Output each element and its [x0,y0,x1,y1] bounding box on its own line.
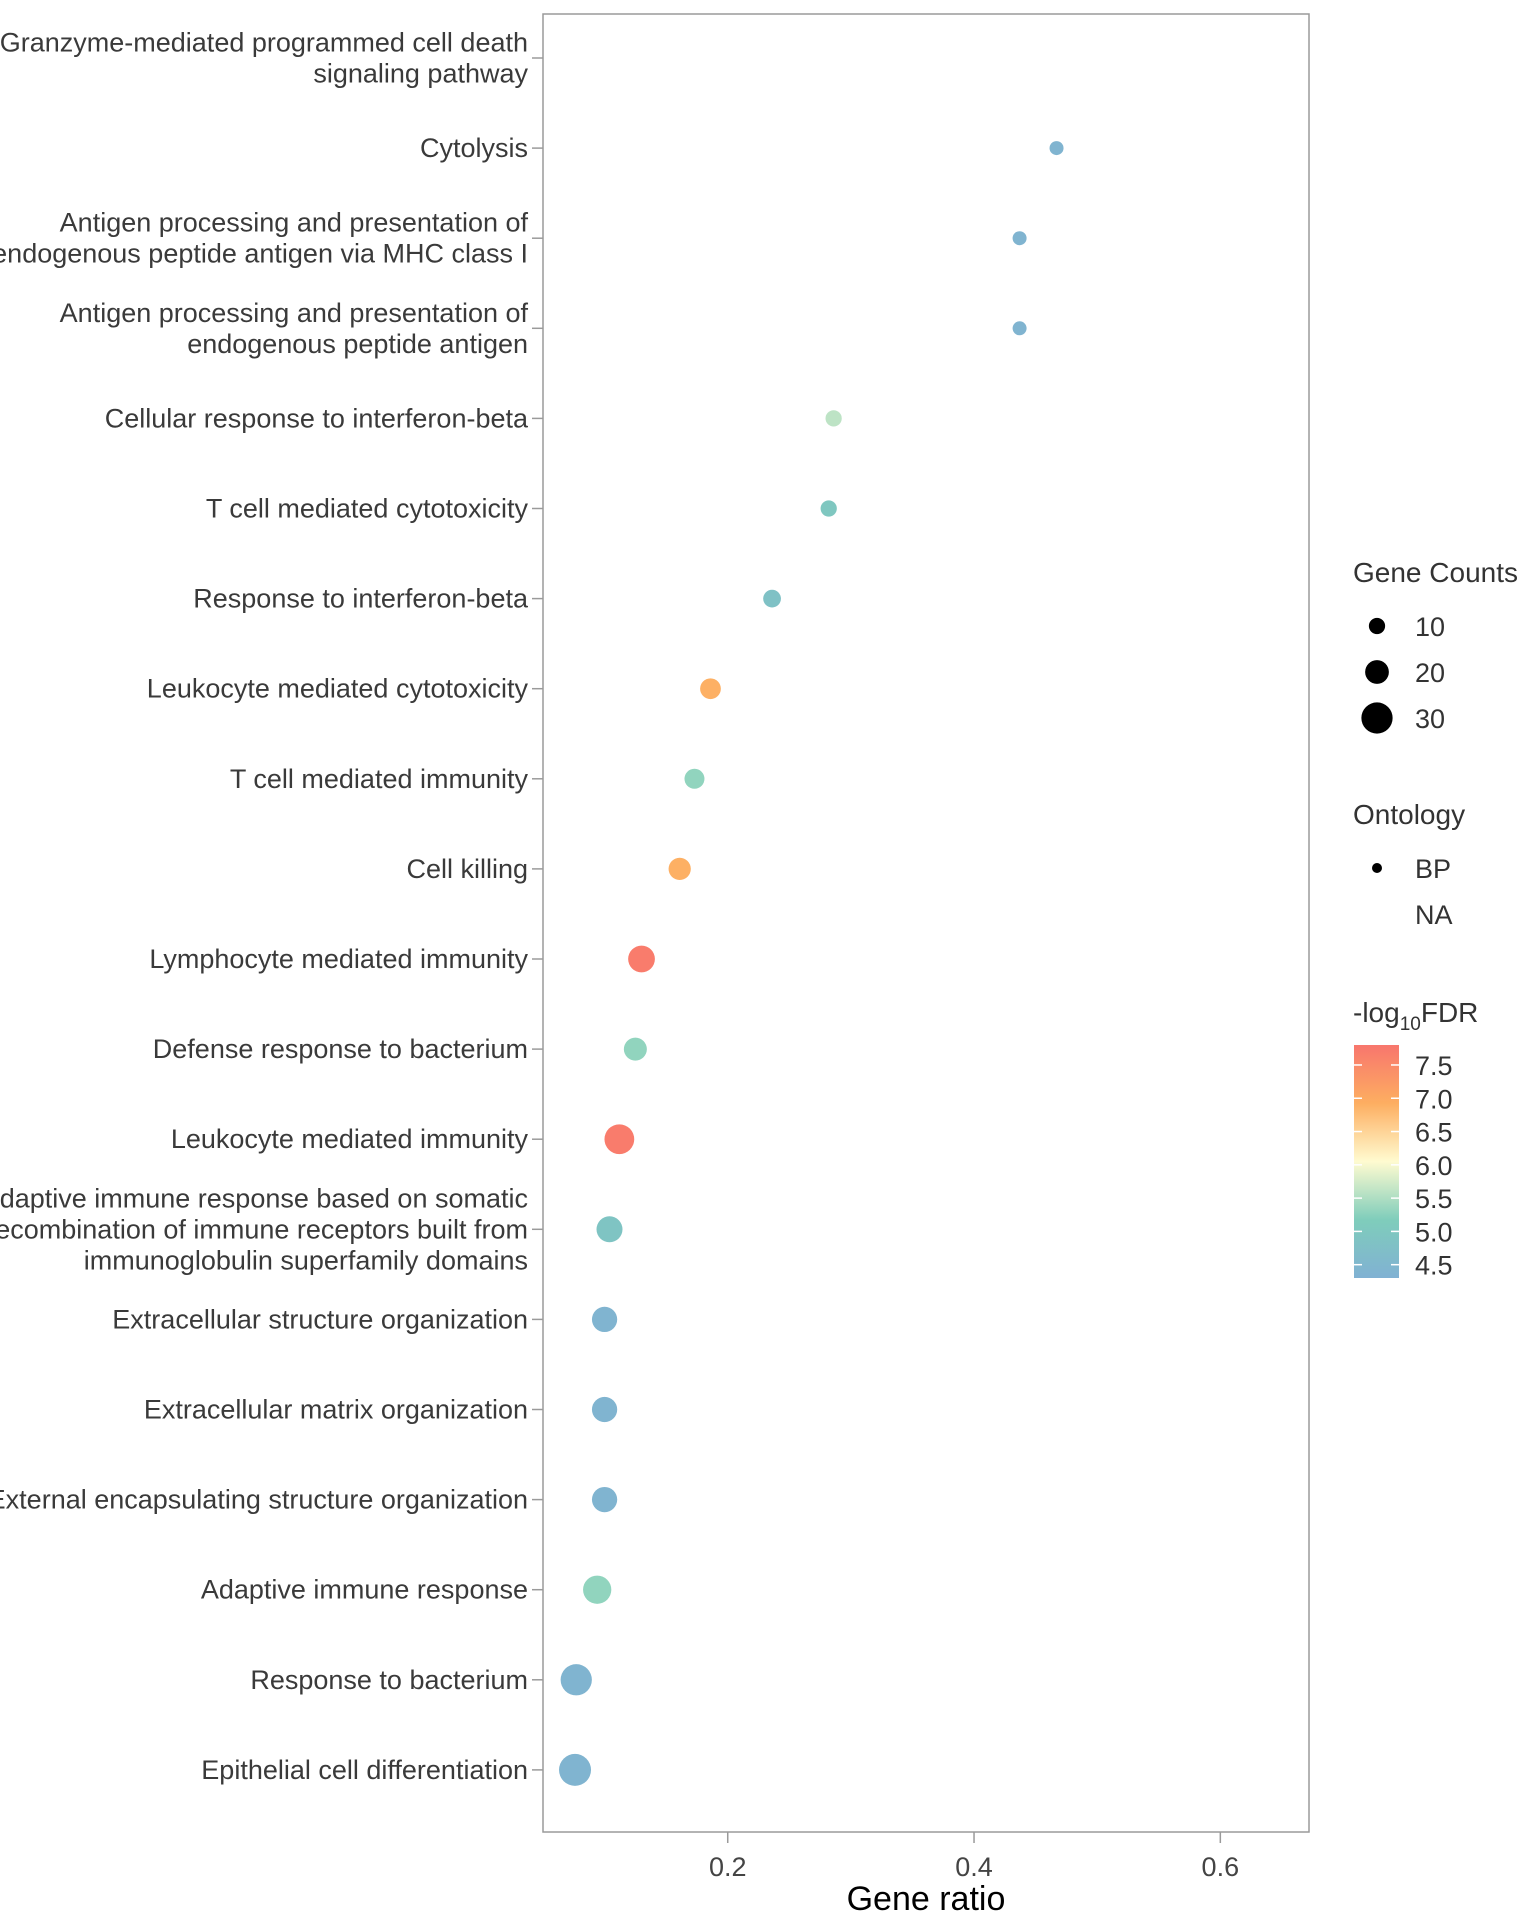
legend-fdr-label: 5.0 [1415,1217,1453,1247]
legend-size-dot [1365,660,1389,684]
y-tick-label-line: endogenous peptide antigen via MHC class… [0,239,528,269]
data-point [596,1216,623,1243]
y-tick-label: Antigen processing and presentation of en… [60,298,529,359]
y-tick-label-line: Leukocyte mediated cytotoxicity [147,674,529,704]
y-tick-label-line: Antigen processing and presentation of [60,298,529,328]
legend-fdr-title-prefix: -log [1353,997,1400,1028]
y-tick-label: Cell killing [406,854,528,884]
legend-size-label: 10 [1415,612,1445,642]
y-tick-label: Leukocyte mediated cytotoxicity [147,674,529,704]
legend-ontology: Ontology BP NA [1353,799,1465,930]
y-tick-label: Extracellular structure organization [112,1304,528,1334]
y-tick-label-line: Response to bacterium [250,1665,528,1695]
legend-ontology-title: Ontology [1353,799,1465,830]
y-tick-label: Response to bacterium [250,1665,528,1695]
y-axis: Granzyme-mediated programmed cell death s… [0,28,543,1785]
y-tick-label: Lymphocyte mediated immunity [149,944,528,974]
y-tick-label-line: recombination of immune receptors built … [0,1214,528,1244]
data-point [820,500,837,517]
legend-fdr-colorbar [1354,1045,1399,1278]
y-tick-label: Cellular response to interferon-beta [105,403,529,433]
y-tick-label-line: Defense response to bacterium [153,1034,528,1064]
y-tick-label-line: Cellular response to interferon-beta [105,403,529,433]
y-tick-label: Defense response to bacterium [153,1034,528,1064]
data-point [591,1486,618,1513]
y-tick-label-line: Adaptive immune response based on somati… [0,1183,528,1213]
data-points [559,141,1064,1786]
y-tick-label: Cytolysis [420,133,528,163]
y-tick-label: Adaptive immune response [201,1575,528,1605]
y-tick-label: Antigen processing and presentation of en… [0,208,528,269]
y-tick-label-line: Extracellular structure organization [112,1304,528,1334]
y-tick-label-line: Antigen processing and presentation of [60,208,529,238]
y-tick-label-line: Cell killing [406,854,528,884]
y-tick-label: Response to interferon-beta [193,584,529,614]
data-point [583,1575,612,1604]
legend-gene-counts: Gene Counts 10 20 30 [1353,557,1518,734]
y-tick-label: Epithelial cell differentiation [201,1755,528,1785]
data-point [825,410,842,427]
x-tick-label: 0.6 [1202,1852,1240,1882]
legend-fdr-label: 6.0 [1415,1151,1453,1181]
legend-size-label: 30 [1415,704,1445,734]
legend-ontology-label: NA [1415,900,1453,930]
x-axis: 0.2 0.4 0.6 [709,1832,1239,1882]
legend-fdr-label: 4.5 [1415,1251,1453,1281]
legend-fdr-label: 5.5 [1415,1184,1453,1214]
y-tick-label: Granzyme-mediated programmed cell death s… [0,28,528,89]
data-point [1049,141,1064,156]
data-point [591,1396,618,1423]
y-tick-label-line: T cell mediated cytotoxicity [206,494,529,524]
y-tick-label-line: immunoglobulin superfamily domains [84,1245,528,1275]
data-point [1012,231,1027,246]
legend-fdr-title-subscript: 10 [1400,1014,1421,1035]
y-tick-label-line: signaling pathway [313,59,528,89]
legend-fdr: -log10FDR 7.57.0 6.56.05.55.0 4.5 [1353,997,1478,1281]
y-tick-label-line: External encapsulating structure organiz… [0,1485,528,1515]
legend-fdr-label: 6.5 [1415,1118,1453,1148]
data-point [604,1124,635,1155]
plot-panel [542,13,1310,1833]
y-tick-label-line: Leukocyte mediated immunity [171,1124,529,1154]
y-tick-label-line: T cell mediated immunity [230,764,529,794]
y-tick-label-line: endogenous peptide antigen [187,329,528,359]
y-tick-label: Adaptive immune response based on somati… [0,1183,528,1275]
y-tick-label: External encapsulating structure organiz… [0,1485,528,1515]
y-tick-label-line: Extracellular matrix organization [144,1395,528,1425]
data-point [763,589,781,608]
legend-gene-counts-title: Gene Counts [1353,557,1518,588]
legend-size-label: 20 [1415,658,1445,688]
x-tick-label: 0.4 [955,1852,993,1882]
y-tick-label-line: Response to interferon-beta [193,584,529,614]
data-point [591,1306,618,1333]
legend-size-dot [1361,702,1393,734]
legend-fdr-label: 7.5 [1415,1051,1453,1081]
y-tick-label: T cell mediated cytotoxicity [206,494,529,524]
data-point [684,768,705,789]
y-tick-label: Extracellular matrix organization [144,1395,528,1425]
y-tick-label-line: Adaptive immune response [201,1575,528,1605]
data-point [559,1753,592,1786]
x-tick-label: 0.2 [709,1852,747,1882]
y-tick-label-line: Lymphocyte mediated immunity [149,944,528,974]
legend-fdr-title: -log10FDR [1353,997,1478,1035]
data-point [623,1037,647,1061]
y-tick-label-line: Granzyme-mediated programmed cell death [0,28,528,58]
y-tick-label: T cell mediated immunity [230,764,529,794]
data-point [560,1664,592,1696]
data-point [1012,321,1027,336]
y-tick-label-line: Epithelial cell differentiation [201,1755,528,1785]
data-point [700,678,721,700]
y-tick-label: Leukocyte mediated immunity [171,1124,529,1154]
legend-fdr-title-suffix: FDR [1421,997,1479,1028]
x-axis-title: Gene ratio [847,1880,1006,1918]
legend-ontology-dot [1372,863,1382,873]
legend-fdr-label: 7.0 [1415,1084,1453,1114]
legend-ontology-label: BP [1415,854,1451,884]
data-point [668,857,691,881]
y-tick-label-line: Cytolysis [420,133,528,163]
data-point [628,945,655,973]
legend-size-dot [1368,617,1386,635]
